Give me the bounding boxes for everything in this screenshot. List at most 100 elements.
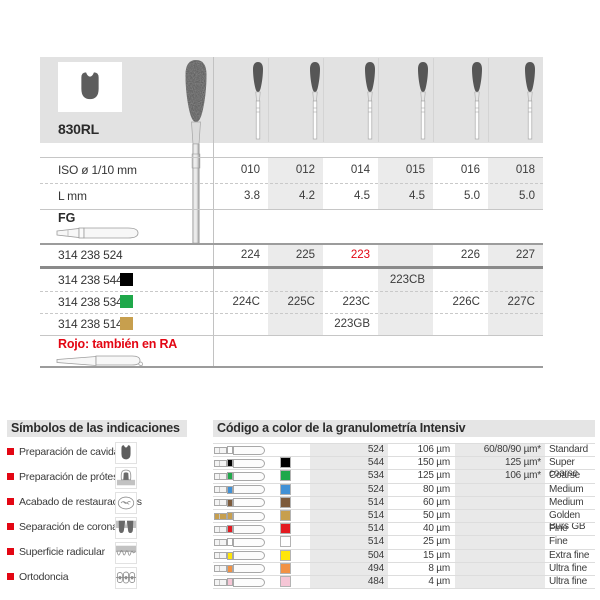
- grit-code: 534: [367, 470, 384, 482]
- grit-size: 15 µm: [423, 549, 450, 561]
- list-item: Acabado de restauraciones: [7, 491, 192, 516]
- indication-label: Separación de coronas: [19, 521, 123, 533]
- grit-size: 150 µm: [417, 457, 451, 469]
- grit-name: Ultra fine: [549, 562, 588, 574]
- list-item: Superficie radicular: [7, 541, 192, 566]
- bullet-square: [7, 448, 14, 455]
- grit-name: Standard: [549, 444, 588, 455]
- cavity-prep-icon: [115, 442, 137, 464]
- bur-band-icon: [214, 511, 266, 521]
- grit-color-swatch: [280, 549, 291, 561]
- column-divider: [323, 58, 324, 142]
- grid-line: [40, 291, 543, 292]
- ref-value: 224: [240, 249, 260, 261]
- column-shading: [455, 443, 545, 589]
- bullet-square: [7, 473, 14, 480]
- column-shading: [310, 443, 388, 589]
- list-item: Preparación de cavidades: [7, 441, 192, 466]
- root-surface-icon: [115, 542, 137, 564]
- order-code: 314 238 544: [58, 273, 123, 287]
- grit-color-swatch: [280, 536, 291, 548]
- column-shading: [488, 245, 543, 335]
- grit-name: Fine: [549, 523, 568, 535]
- order-code: 314 238 524: [58, 248, 123, 262]
- length-value: 5.0: [464, 190, 480, 202]
- iso-value: 016: [460, 164, 480, 176]
- grid-line: [40, 243, 543, 245]
- table-divider: [213, 57, 214, 368]
- code-row: 314 238 534 224C 225C 223C 226C 227C: [40, 291, 543, 313]
- indication-label: Superficie radicular: [19, 546, 105, 558]
- grit-row: 484 4 µm Ultra fine: [213, 575, 595, 588]
- length-value: 4.5: [409, 190, 425, 202]
- indication-label: Ortodoncia: [19, 571, 69, 583]
- model-number: 830RL: [58, 121, 100, 137]
- length-value: 5.0: [519, 190, 535, 202]
- grit-size: 8 µm: [428, 562, 450, 574]
- grid-line: [40, 157, 543, 158]
- grit-color-swatch: [280, 470, 291, 482]
- grit-color-swatch: [280, 496, 291, 508]
- ref-value-red: 223: [350, 249, 370, 261]
- grid-line: [40, 366, 543, 368]
- bur-band-icon: [214, 524, 266, 534]
- iso-value: 018: [515, 164, 535, 176]
- iso-value: 014: [350, 164, 370, 176]
- bur-shape-logo: [58, 62, 122, 112]
- grit-row: 514 40 µm Fine: [213, 522, 595, 535]
- grit-color-swatch: [280, 523, 291, 535]
- code-row: 314 238 544 223CB: [40, 269, 543, 291]
- grit-code: 484: [367, 576, 384, 587]
- grit-code: 524: [367, 483, 384, 495]
- bur-band-icon: [214, 485, 266, 495]
- grit-color-swatch: [280, 483, 291, 495]
- grit-alt-size: 125 µm*: [504, 457, 541, 469]
- granulometry-title: Código a color de la granulometría Inten…: [213, 420, 595, 437]
- grit-name: Coarse: [549, 470, 581, 482]
- ref-value: 223CB: [389, 274, 425, 286]
- code-row: 314 238 524 224 225 223 226 227: [40, 245, 543, 266]
- crown-separation-icon: [115, 517, 137, 539]
- grit-row: 504 15 µm Extra fine: [213, 549, 595, 562]
- grit-color-swatch: [280, 562, 291, 574]
- length-value: 4.5: [354, 190, 370, 202]
- grid-line: [40, 335, 543, 336]
- grit-color-swatch: [280, 510, 291, 521]
- restoration-finishing-icon: [115, 492, 137, 514]
- grit-color-swatch: [120, 273, 133, 286]
- indication-label: Preparación de prótesis: [19, 471, 126, 483]
- grit-size: 40 µm: [423, 523, 450, 535]
- granulometry-table: 524 106 µm 60/80/90 µm* Standard 544 150…: [213, 443, 595, 590]
- ref-value: 225C: [287, 296, 316, 308]
- fg-label: FG: [58, 211, 76, 225]
- iso-row-label: ISO ø 1/10 mm: [58, 163, 137, 177]
- grit-code: 504: [367, 549, 384, 561]
- grit-code: 514: [367, 496, 384, 508]
- grit-code: 494: [367, 562, 384, 574]
- grit-row: 514 25 µm Fine: [213, 535, 595, 548]
- bur-band-icon: [214, 498, 266, 508]
- grit-row: 524 106 µm 60/80/90 µm* Standard: [213, 443, 595, 456]
- grit-size: 4 µm: [428, 576, 450, 587]
- column-shading: [268, 245, 323, 335]
- bur-photo: [365, 62, 375, 140]
- iso-value: 012: [295, 164, 315, 176]
- grid-line: [40, 209, 543, 210]
- grit-size: 80 µm: [423, 483, 450, 495]
- grit-row: 514 50 µm Golden Burs GB: [213, 509, 595, 532]
- bur-photo: [525, 62, 535, 140]
- indication-label: Acabado de restauraciones: [19, 496, 142, 508]
- grit-color-swatch: [120, 295, 133, 308]
- grit-size: 60 µm: [423, 496, 450, 508]
- list-item: Ortodoncia: [7, 566, 192, 591]
- bur-band-icon: [214, 471, 266, 481]
- grit-row: 514 60 µm Medium: [213, 496, 595, 509]
- large-bur-photo: [185, 60, 207, 244]
- ra-shank-icon: [56, 355, 144, 367]
- grid-line: [40, 183, 543, 184]
- grit-color-swatch: [280, 457, 291, 469]
- order-code: 314 238 534: [58, 295, 123, 309]
- iso-row: ISO ø 1/10 mm 010 012 014 015 016 018: [40, 157, 543, 183]
- grit-color-swatch: [120, 317, 133, 330]
